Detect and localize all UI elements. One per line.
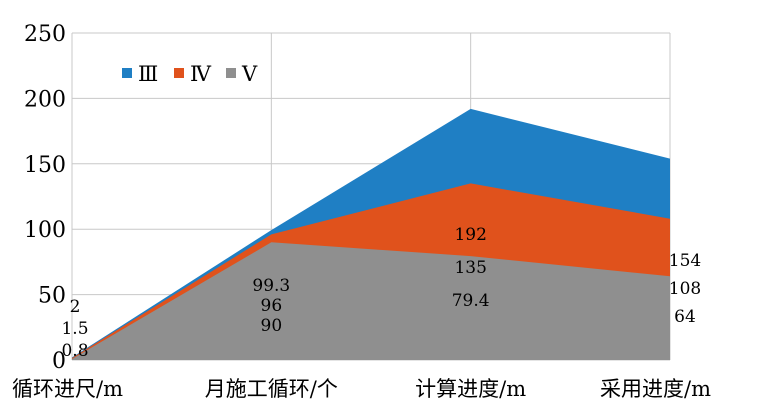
data-label: 0.8 <box>61 341 88 361</box>
data-label: 1.5 <box>61 319 88 339</box>
legend-swatch <box>174 68 184 78</box>
x-category-label: 月施工循环/个 <box>205 377 338 401</box>
y-tick-label: 100 <box>24 218 66 243</box>
legend-swatch <box>226 68 236 78</box>
legend-swatch <box>122 68 132 78</box>
data-label: 2 <box>70 297 81 317</box>
area-layer <box>72 108 670 361</box>
legend-entry: Ⅲ <box>138 62 158 86</box>
data-labels: 2 99.3 192 154 1.5 96 135 108 0.8 90 79.4 64 <box>61 225 701 361</box>
y-tick-label: 200 <box>24 87 66 112</box>
x-axis-categories: 循环进尺/m 月施工循环/个 计算进度/m 采用进度/m <box>12 377 711 401</box>
x-category-label: 计算进度/m <box>415 377 526 401</box>
data-label: 154 <box>669 251 701 271</box>
data-label: 192 <box>454 225 486 245</box>
data-label: 108 <box>669 279 701 299</box>
y-tick-label: 0 <box>52 349 66 374</box>
legend-entry: Ⅴ <box>241 62 258 86</box>
x-category-label: 采用进度/m <box>600 377 711 401</box>
data-label: 90 <box>261 316 283 336</box>
y-axis-ticks: 0 50 100 150 200 250 <box>24 22 66 374</box>
legend-entry: Ⅳ <box>190 62 212 86</box>
x-category-label: 循环进尺/m <box>12 377 123 401</box>
y-tick-label: 50 <box>38 284 66 309</box>
data-label: 99.3 <box>252 276 290 296</box>
data-label: 135 <box>454 258 486 278</box>
legend: Ⅲ Ⅳ Ⅴ <box>122 62 258 86</box>
data-label: 79.4 <box>452 291 490 311</box>
data-label: 64 <box>674 307 696 327</box>
data-label: 96 <box>261 296 283 316</box>
y-tick-label: 250 <box>24 22 66 47</box>
y-tick-label: 150 <box>24 153 66 178</box>
area-series-2 <box>72 242 670 360</box>
